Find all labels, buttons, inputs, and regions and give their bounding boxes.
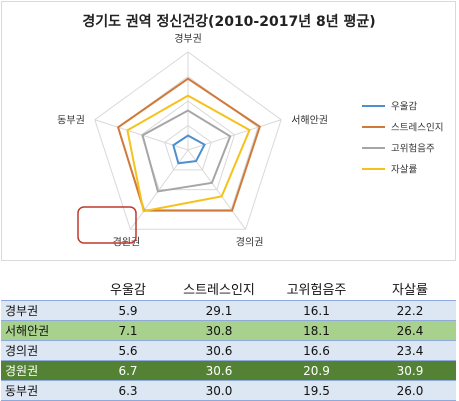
table-header: 스트레스인지 xyxy=(169,276,269,301)
row-header: 경원권 xyxy=(1,360,87,381)
legend-label: 스트레스인지 xyxy=(391,123,443,134)
axis-label: 경원권 xyxy=(113,235,141,248)
table-header: 고위험음주 xyxy=(269,276,364,301)
series-line xyxy=(172,134,206,165)
table-cell: 22.2 xyxy=(364,300,456,321)
table-row: 경부권 5.9 29.1 16.1 22.2 xyxy=(1,300,456,321)
axis-label: 경의권 xyxy=(236,235,264,248)
series-line xyxy=(126,94,251,213)
table-header-corner xyxy=(1,276,87,301)
table-cell: 30.8 xyxy=(169,320,269,341)
series-line xyxy=(116,77,261,212)
table-cell: 26.0 xyxy=(364,380,456,401)
row-header: 서해안권 xyxy=(1,320,87,341)
table-cell: 23.4 xyxy=(364,340,456,361)
grid-ring xyxy=(94,51,282,230)
table-header: 자살률 xyxy=(364,276,456,301)
highlight-box xyxy=(77,206,137,244)
radar-series xyxy=(116,77,261,213)
series-line xyxy=(141,109,232,193)
grid-spoke xyxy=(187,119,282,151)
grid-ring xyxy=(164,124,212,171)
data-table: 우울감 스트레스인지 고위험음주 자살률 경부권 5.9 29.1 16.1 22.2 서… xyxy=(1,276,456,401)
table-cell: 6.7 xyxy=(87,360,169,381)
radar-chart: 경기도 권역 정신건강(2010-2017년 8년 평균) 경부권서해안권경의권… xyxy=(57,13,443,248)
legend-label: 고위험음주 xyxy=(391,143,435,155)
table-cell: 30.0 xyxy=(169,380,269,401)
table-cell: 18.1 xyxy=(269,320,364,341)
axis-label: 경부권 xyxy=(174,32,202,45)
table-row: 동부권 6.3 30.0 19.5 26.0 xyxy=(1,380,456,401)
legend-label: 우울감 xyxy=(391,101,417,113)
table-cell: 16.1 xyxy=(269,300,364,321)
table-header-row: 우울감 스트레스인지 고위험음주 자살률 xyxy=(1,276,456,301)
table-cell: 5.6 xyxy=(87,340,169,361)
axis-label: 동부권 xyxy=(57,115,85,127)
row-header: 경부권 xyxy=(1,300,87,321)
data-table-wrap: 우울감 스트레스인지 고위험음주 자살률 경부권 5.9 29.1 16.1 22.2 서… xyxy=(1,276,456,401)
legend-label: 자살률 xyxy=(391,165,417,176)
table-cell: 30.9 xyxy=(364,360,456,381)
table-cell: 30.6 xyxy=(169,360,269,381)
chart-title: 경기도 권역 정신건강(2010-2017년 8년 평균) xyxy=(82,13,375,30)
table-row: 경원권 6.7 30.6 20.9 30.9 xyxy=(1,360,456,381)
table-cell: 7.1 xyxy=(87,320,169,341)
grid-spoke xyxy=(187,149,247,230)
grid-ring xyxy=(140,100,236,191)
table-cell: 16.6 xyxy=(269,340,364,361)
table-cell: 29.1 xyxy=(169,300,269,321)
table-row: 서해안권 7.1 30.8 18.1 26.4 xyxy=(1,320,456,341)
table-cell: 20.9 xyxy=(269,360,364,381)
axis-label: 서해안권 xyxy=(291,114,328,127)
table-cell: 19.5 xyxy=(269,380,364,401)
table-cell: 26.4 xyxy=(364,320,456,341)
row-header: 동부권 xyxy=(1,380,87,401)
table-row: 경의권 5.6 30.6 16.6 23.4 xyxy=(1,340,456,361)
table-header: 우울감 xyxy=(87,276,169,301)
table-cell: 30.6 xyxy=(169,340,269,361)
row-header: 경의권 xyxy=(1,340,87,361)
table-cell: 5.9 xyxy=(87,300,169,321)
table-cell: 6.3 xyxy=(87,380,169,401)
